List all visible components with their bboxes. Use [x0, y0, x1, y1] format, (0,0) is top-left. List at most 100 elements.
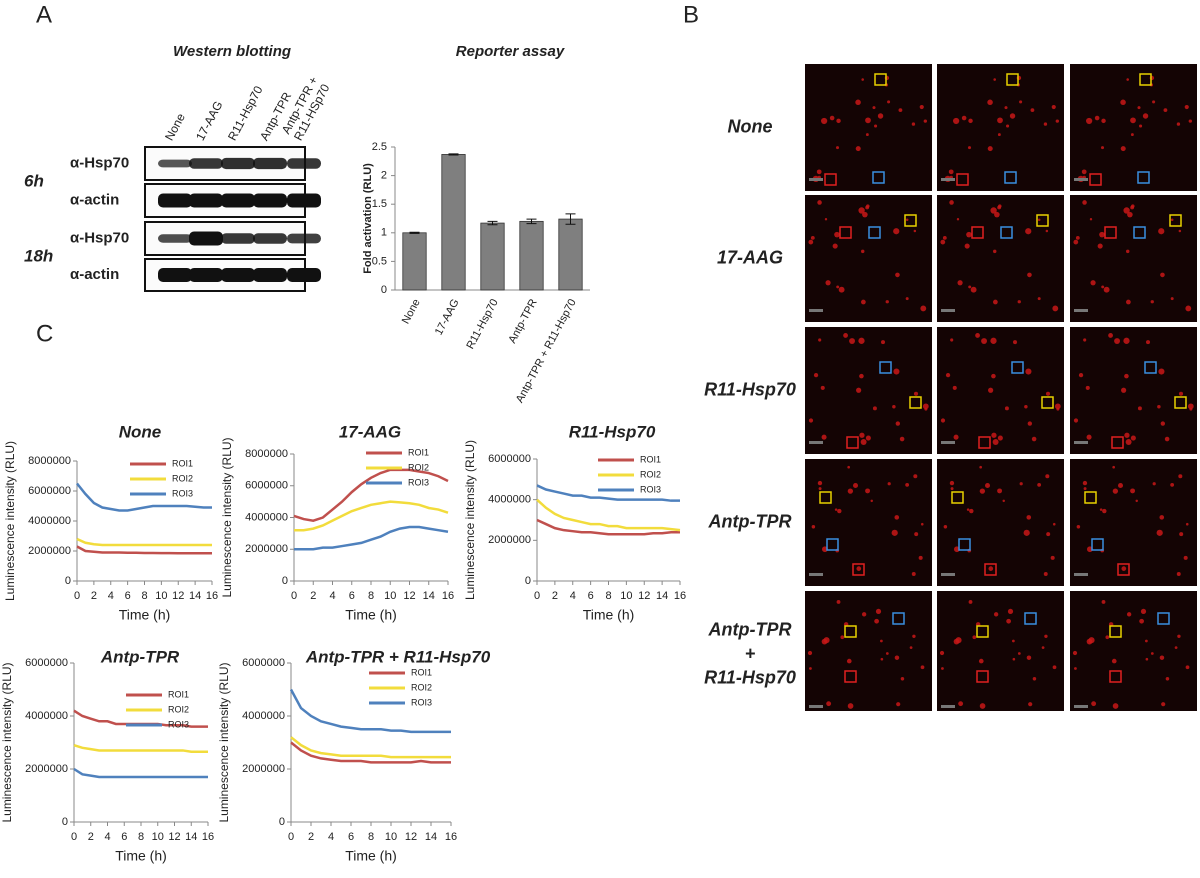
error-bar: [448, 153, 459, 156]
y-tick-label: 0: [282, 575, 288, 587]
cell: [912, 634, 916, 639]
cell: [1178, 391, 1184, 396]
cell: [885, 652, 889, 655]
series-line: [73, 743, 208, 754]
cell: [992, 439, 999, 445]
cell: [1174, 646, 1178, 649]
legend-label: ROI1: [168, 689, 189, 699]
x-tick-label: 8: [368, 590, 374, 602]
cell: [1152, 482, 1156, 486]
scale-bar: [1074, 441, 1088, 444]
condition-label: Antp-TPR: [708, 511, 792, 531]
cell: [840, 635, 845, 640]
cell: [1019, 100, 1023, 104]
x-tick-label: 16: [442, 590, 454, 602]
cell: [859, 432, 865, 438]
cell: [1126, 78, 1129, 81]
micrograph: [805, 591, 932, 711]
roi-box: [1139, 73, 1152, 86]
cell: [949, 200, 954, 205]
cell: [847, 465, 851, 469]
cell: [898, 108, 903, 113]
cell: [1185, 522, 1189, 526]
cell: [1189, 407, 1193, 411]
cell: [1127, 211, 1133, 218]
cell: [924, 407, 928, 411]
cell: [968, 285, 972, 289]
cell: [1086, 117, 1093, 125]
micrograph: [937, 64, 1064, 191]
cell: [997, 133, 1001, 137]
cell: [865, 488, 871, 494]
cell: [1183, 555, 1188, 560]
antibody-label: α-Hsp70: [70, 154, 129, 171]
x-tick-label: 14: [189, 590, 201, 602]
x-tick-label: 14: [425, 831, 437, 843]
lane-label: None: [162, 111, 188, 143]
blot-band: [287, 268, 321, 282]
cell: [1165, 677, 1170, 681]
panel-label: B: [683, 1, 699, 28]
x-tick-label: 14: [656, 590, 668, 602]
cell: [1007, 608, 1014, 615]
cell: [1019, 482, 1023, 486]
cell: [1097, 243, 1103, 249]
scale-bar: [1074, 309, 1088, 312]
series-line: [289, 688, 451, 734]
scale-bar: [809, 178, 823, 181]
legend-label: ROI3: [640, 484, 661, 494]
roi-box: [1000, 226, 1013, 239]
cell: [1091, 701, 1097, 707]
x-axis-label: Time (h): [345, 848, 397, 864]
x-tick-label: 12: [172, 590, 184, 602]
cell: [852, 483, 859, 489]
cell: [1006, 618, 1011, 624]
cell: [1004, 106, 1008, 110]
cell: [1031, 436, 1037, 442]
blot-band: [189, 231, 223, 246]
cell: [818, 487, 822, 491]
cell: [1158, 228, 1165, 235]
y-tick-label: 4000000: [242, 710, 285, 722]
cell: [1043, 122, 1048, 126]
cell: [1088, 637, 1095, 644]
series-line: [294, 500, 449, 532]
scale-bar: [1074, 178, 1088, 181]
cell: [942, 235, 947, 240]
x-tick-label: 4: [329, 590, 335, 602]
cell: [1051, 104, 1056, 110]
blot-band: [158, 193, 192, 208]
cell: [966, 231, 972, 238]
blot-band: [221, 268, 255, 282]
scale-bar: [1074, 705, 1088, 708]
cell: [875, 608, 882, 615]
x-tick-label: Antp-TPR: [506, 297, 539, 345]
cell: [1124, 373, 1129, 379]
cell: [1081, 169, 1087, 175]
x-tick-label: 4: [104, 831, 110, 843]
cell: [1082, 480, 1088, 486]
cell: [1054, 403, 1061, 410]
bar: [519, 220, 544, 291]
x-tick-label: 8: [368, 831, 374, 843]
cell: [1177, 634, 1181, 639]
legend-label: ROI2: [172, 473, 193, 483]
cell: [1121, 566, 1127, 571]
x-tick-label: 0: [288, 831, 294, 843]
cell: [829, 115, 835, 121]
legend-label: ROI2: [168, 704, 189, 714]
micrograph: [937, 459, 1064, 586]
blot-band: [253, 157, 287, 170]
roi-box: [1006, 73, 1019, 86]
cell: [1114, 338, 1121, 344]
cell: [1025, 368, 1032, 375]
blot-band: [287, 193, 321, 208]
cell: [1074, 667, 1077, 670]
roi-box: [826, 538, 839, 551]
cell: [1046, 532, 1051, 537]
cell: [1103, 286, 1110, 293]
cell: [1017, 300, 1021, 304]
cell: [870, 499, 873, 503]
scale-bar: [941, 441, 955, 444]
x-tick-label: 14: [185, 831, 197, 843]
